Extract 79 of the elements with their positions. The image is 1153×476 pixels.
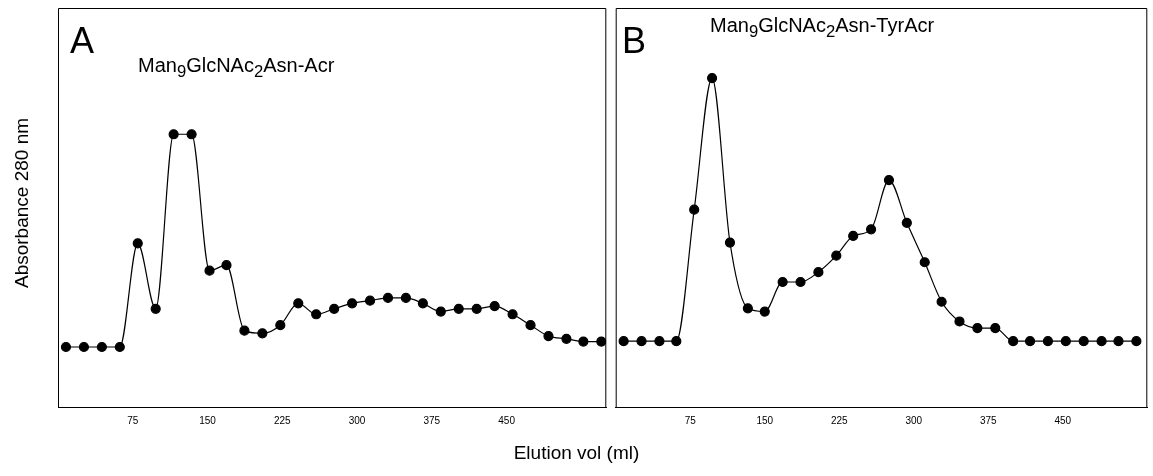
point [654,336,665,347]
point [1024,336,1036,347]
x-tick-label: 225 [273,414,292,426]
x-axis-title: Elution vol (ml) [512,442,641,464]
point [293,298,304,309]
point [848,230,859,242]
point [706,72,718,84]
point [435,306,446,317]
point [471,303,482,314]
point [561,333,572,344]
point [1096,336,1107,347]
point [795,276,806,288]
point [1060,336,1071,347]
point [239,325,250,336]
point [96,341,107,353]
point [883,174,895,186]
point [865,224,877,235]
x-tick-label: 75 [127,414,139,426]
point [417,298,428,309]
point [168,129,179,140]
point [636,336,647,347]
point [578,336,589,347]
point [919,257,930,268]
point [275,320,286,331]
point [1113,336,1124,347]
point [78,341,90,353]
x-tick-label: 300 [905,414,923,426]
chart-title: A [70,20,95,61]
point [114,341,125,353]
x-tick-label: 450 [498,414,516,426]
point [759,306,770,317]
point [618,336,629,347]
point [400,292,412,304]
x-tick-label: 300 [348,414,366,426]
point [742,303,753,314]
point [311,309,322,320]
point [257,328,268,339]
point [972,322,983,334]
x-tick-label: 75 [684,414,697,426]
point [936,296,947,307]
point [453,303,464,314]
point [990,322,1001,334]
point [150,303,161,314]
point [777,276,788,288]
point [525,320,536,331]
point [831,250,842,261]
chart-title: B [622,20,647,61]
point [813,267,824,278]
x-tick-label: 225 [830,414,849,426]
point [60,341,72,353]
point [901,217,912,228]
x-tick-label: 150 [199,414,217,426]
point [689,204,700,215]
point [1042,336,1054,347]
point [596,336,607,347]
point [364,295,376,306]
point [132,238,143,249]
x-tick-label: 375 [979,414,998,426]
point [1078,336,1089,347]
x-tick-label: 450 [1054,414,1072,426]
point [489,300,500,312]
point [329,303,340,314]
point [204,265,215,276]
point [543,330,554,342]
y-axis-title: Absorbance 280 nm [11,117,33,289]
point [954,316,965,327]
text: Man$_{9}$GlcNAc$_{2}$Asn-TyrAcr [710,14,935,42]
point [724,237,736,248]
x-tick-label: 375 [423,414,441,426]
point [382,292,394,304]
text: Man$_{9}$GlcNAc$_{2}$Asn-Acr [138,54,335,82]
x-tick-label: 150 [756,414,774,426]
point [507,309,518,320]
point [221,260,232,271]
point [671,336,682,347]
point [1008,336,1019,347]
point [186,129,197,140]
point [346,298,358,309]
point [1131,336,1142,347]
